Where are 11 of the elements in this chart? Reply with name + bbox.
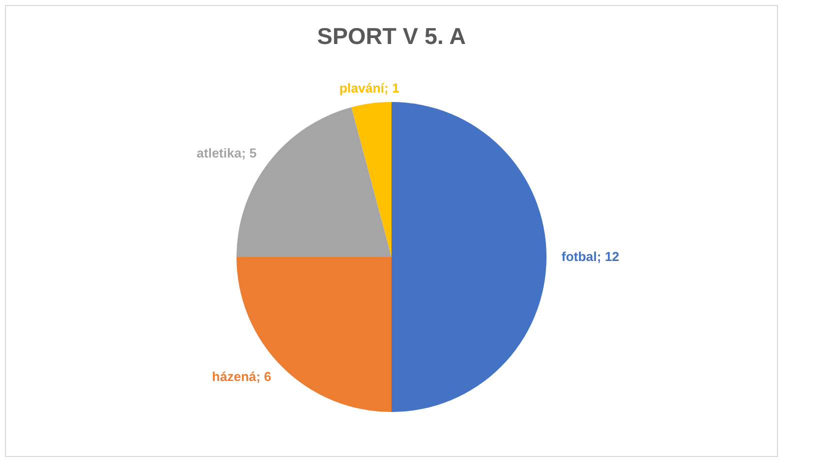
data-label: ; 5 [241,146,257,161]
data-label: ; 1 [384,80,400,96]
data-label: ; 6 [256,369,272,384]
slice-label: plavání [339,80,385,96]
pie-slice [392,102,546,412]
slice-label: atletika [196,146,242,161]
chart-title: SPORT V 5. A [317,23,466,49]
slice-label: házená [212,369,257,384]
slice-label: fotbal [562,249,597,264]
data-label: ; 12 [596,249,620,264]
pie-slice [351,102,392,257]
